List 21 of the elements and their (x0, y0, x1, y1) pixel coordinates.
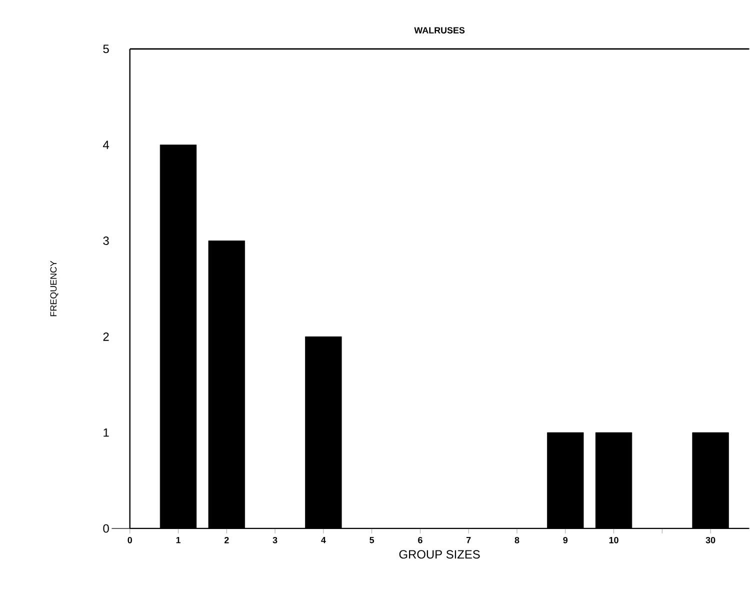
x-tick-label: 30 (706, 536, 716, 544)
x-tick-label: 5 (370, 536, 374, 544)
y-tick-label: 0 (103, 524, 109, 532)
x-tick-label: 10 (609, 536, 618, 544)
x-tick-label: 1 (176, 536, 181, 543)
x-tick-label: 3 (272, 536, 278, 544)
x-tick-label: 7 (466, 536, 471, 543)
chart-title: WALRUSES (414, 26, 465, 34)
y-tick-label: 3 (103, 236, 109, 245)
x-tick-label: 6 (418, 536, 422, 544)
y-tick-label: 4 (103, 140, 110, 149)
x-tick-label: 2 (224, 536, 229, 544)
y-tick-label: 1 (104, 428, 109, 436)
x-axis-title: GROUP SIZES (399, 550, 480, 558)
y-tick-label: 5 (103, 44, 109, 53)
x-tick-label: 0 (128, 536, 132, 544)
x-tick-label: 9 (563, 536, 568, 544)
y-axis-title: FREQUENCY (50, 260, 58, 316)
x-tick-label: 8 (514, 536, 520, 544)
y-tick-label: 2 (103, 332, 109, 341)
x-tick-label: 4 (321, 536, 326, 543)
